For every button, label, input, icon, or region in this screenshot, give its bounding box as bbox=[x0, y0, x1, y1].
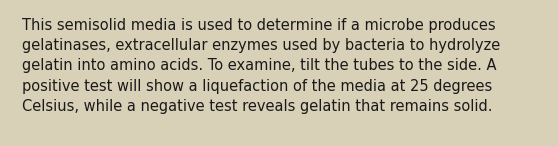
Text: This semisolid media is used to determine if a microbe produces
gelatinases, ext: This semisolid media is used to determin… bbox=[22, 18, 501, 114]
